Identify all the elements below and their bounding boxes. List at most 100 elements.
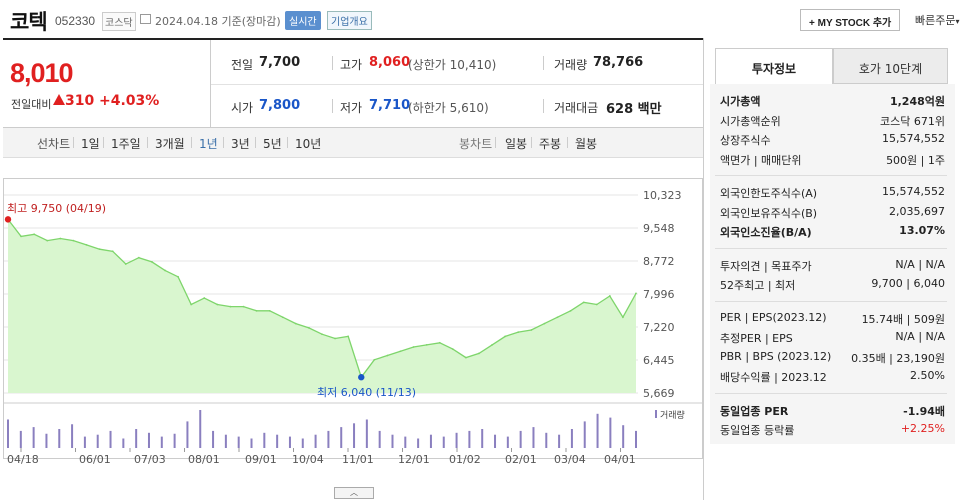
candle-monthly[interactable]: 월봉 (575, 137, 598, 151)
volume-bar (122, 438, 125, 448)
lower-limit: (하한가 5,610) (408, 101, 489, 115)
period-1y[interactable]: 1년 (199, 137, 218, 151)
volume-bar (45, 433, 48, 448)
volume-bar (391, 434, 394, 448)
mystock-add-button[interactable]: + MY STOCK 추가 (800, 9, 900, 31)
x-tick-label: 06/01 (79, 453, 111, 466)
quick-order-label: 빠른주문 (915, 14, 956, 27)
volume-bar (173, 433, 176, 448)
x-tick-label: 09/01 (245, 453, 277, 466)
change-amount: 310 (65, 93, 95, 109)
volume-bar (160, 436, 163, 448)
info-row-value: 15,574,552 (882, 132, 945, 145)
chart-collapse-button[interactable]: ︿ (334, 487, 374, 499)
x-tick-label: 11/01 (342, 453, 374, 466)
price-point (478, 352, 480, 355)
row-separator (715, 392, 947, 394)
divider (103, 137, 104, 148)
volume-bar (212, 430, 215, 448)
x-tick-label: 12/01 (398, 453, 430, 466)
info-row-label: 액면가 | 매매단위 (720, 153, 802, 167)
price-point (151, 261, 153, 263)
x-tick-label: 01/02 (449, 453, 481, 466)
price-point (569, 309, 572, 312)
info-row-value: -1.94배 (903, 404, 945, 418)
price-point (556, 316, 559, 319)
volume-bar (442, 436, 445, 448)
info-row-value: 500원 | 1주 (886, 153, 945, 167)
line-chart-label: 선차트 (37, 137, 71, 151)
info-row-label: 상장주식수 (720, 134, 771, 147)
price-point (190, 303, 193, 306)
period-3m[interactable]: 3개월 (155, 137, 185, 151)
period-10y[interactable]: 10년 (295, 137, 322, 151)
quick-order-button[interactable]: 빠른주문▾ (915, 12, 960, 28)
divider (73, 137, 74, 148)
price-point (517, 331, 520, 334)
tab-order-book[interactable]: 호가 10단계 (833, 48, 948, 84)
price-point (229, 305, 232, 308)
price-point (412, 346, 415, 348)
chevron-down-icon: ▾ (955, 17, 960, 26)
volume-bar (19, 430, 22, 448)
volume-bar (378, 430, 381, 448)
price-point (321, 333, 323, 336)
price-point (399, 350, 402, 353)
volume-bar (417, 438, 420, 448)
price-point (347, 335, 350, 338)
price-point (255, 309, 258, 312)
price-panel: 8,010 전일대비 310 +4.03% 전일 7,700 시가 7,800 … (3, 38, 703, 128)
amount-label: 거래대금 (554, 101, 599, 115)
volume-bar (96, 434, 99, 448)
volume-bar (199, 410, 202, 448)
price-point (177, 275, 179, 278)
volume-bar (186, 421, 189, 448)
x-tick-label: 03/04 (554, 453, 586, 466)
period-1w[interactable]: 1주일 (111, 137, 141, 151)
price-point (386, 354, 389, 357)
realtime-button[interactable]: 실시간 (285, 11, 321, 30)
period-3y[interactable]: 3년 (231, 137, 250, 151)
divider (332, 99, 333, 113)
volume-bar (545, 432, 548, 448)
volume-bar (558, 434, 561, 448)
price-point (124, 263, 127, 265)
period-1d[interactable]: 1일 (81, 137, 100, 151)
info-row-label: 52주최고 | 최저 (720, 279, 796, 292)
candle-chart-label: 봉차트 (459, 137, 493, 151)
y-tick-label: 5,669 (643, 387, 675, 400)
tab-investment-info[interactable]: 투자정보 (715, 48, 833, 84)
candle-daily[interactable]: 일봉 (505, 137, 528, 151)
candle-weekly[interactable]: 주봉 (539, 137, 562, 151)
calendar-icon (140, 14, 151, 24)
price-point (504, 335, 507, 338)
stock-name: 코텍 (10, 10, 48, 34)
divider (543, 99, 544, 113)
price-point (85, 244, 88, 246)
divider (223, 137, 224, 148)
price-point (59, 237, 62, 240)
company-info-button[interactable]: 기업개요 (327, 11, 372, 30)
prev-close-label: 전일 (231, 58, 254, 72)
volume-bar (481, 429, 484, 448)
info-row-value: 9,700 | 6,040 (871, 277, 945, 290)
x-tick-label: 10/04 (292, 453, 324, 466)
price-chart-svg (3, 178, 703, 459)
low-marker (358, 374, 365, 381)
info-row-label: 외국인보유주식수(B) (720, 206, 818, 220)
price-point (33, 233, 36, 236)
price-chart[interactable]: 10,323 9,548 8,772 7,996 7,220 6,445 5,6… (3, 158, 703, 488)
period-5y[interactable]: 5년 (263, 137, 282, 151)
price-area (8, 219, 636, 393)
y-tick-label: 6,445 (643, 354, 675, 367)
chart-frame (3, 178, 703, 459)
volume-bar (455, 432, 458, 448)
info-row-value: 1,248억원 (889, 95, 945, 108)
price-point (20, 235, 22, 238)
price-point (491, 343, 493, 346)
volume-bar (532, 427, 535, 448)
y-tick-label: 7,220 (643, 321, 675, 334)
price-point (281, 316, 284, 319)
x-tick-label: 04/18 (7, 453, 39, 466)
row-separator (715, 300, 947, 302)
